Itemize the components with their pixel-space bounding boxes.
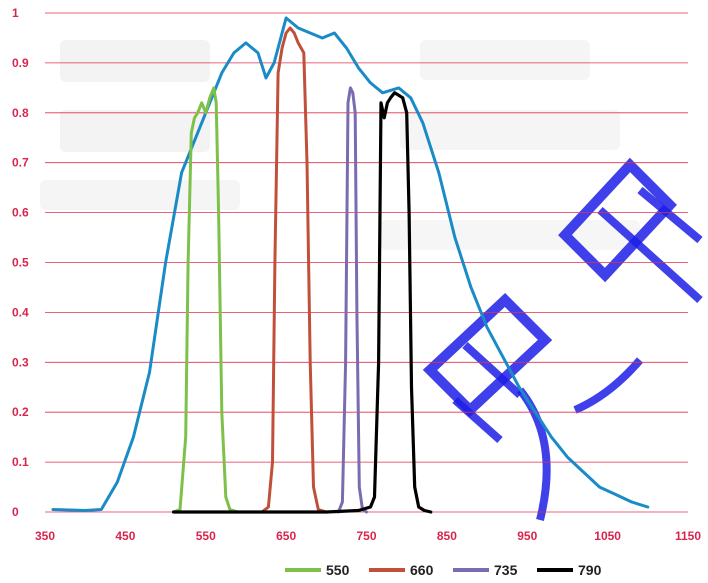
series-line-790 [172,91,433,514]
x-tick-label: 750 [356,529,376,543]
x-tick-label: 550 [196,529,216,543]
series-line-spectrum [51,16,650,512]
x-tick-label: 650 [276,529,296,543]
y-tick-label: 0.4 [12,305,29,319]
x-tick-label: 350 [35,529,55,543]
y-tick-label: 0 [12,505,19,519]
y-tick-label: 0.6 [12,206,29,220]
x-tick-label: 850 [437,529,457,543]
x-tick-label: 1050 [594,529,621,543]
x-tick-label: 450 [115,529,135,543]
y-tick-label: 0.9 [12,56,29,70]
series-line-550 [172,86,240,514]
series-lines [51,16,650,514]
watermark [40,40,703,521]
series-line-660 [260,26,328,514]
y-tick-label: 0.3 [12,355,29,369]
y-tick-label: 0.8 [12,106,29,120]
y-tick-label: 0.7 [12,156,29,170]
x-axis-tick-labels: 350 450 550 650 750 850 950 1050 1150 [35,529,701,543]
y-tick-label: 0.5 [12,256,29,270]
legend-label-660: 660 [410,562,434,578]
legend: 550 660 735 790 [285,562,602,578]
y-axis-tick-labels: 0 0.1 0.2 0.3 0.4 0.5 0.6 0.7 0.8 0.9 1 [12,6,29,519]
legend-label-735: 735 [494,562,518,578]
x-tick-label: 950 [517,529,537,543]
legend-label-790: 790 [578,562,602,578]
gridlines [45,12,688,513]
y-tick-label: 1 [12,6,19,20]
y-tick-label: 0.1 [12,455,29,469]
legend-label-550: 550 [326,562,350,578]
series-line-735 [336,86,368,514]
y-tick-label: 0.2 [12,405,29,419]
x-tick-label: 1150 [675,529,701,543]
